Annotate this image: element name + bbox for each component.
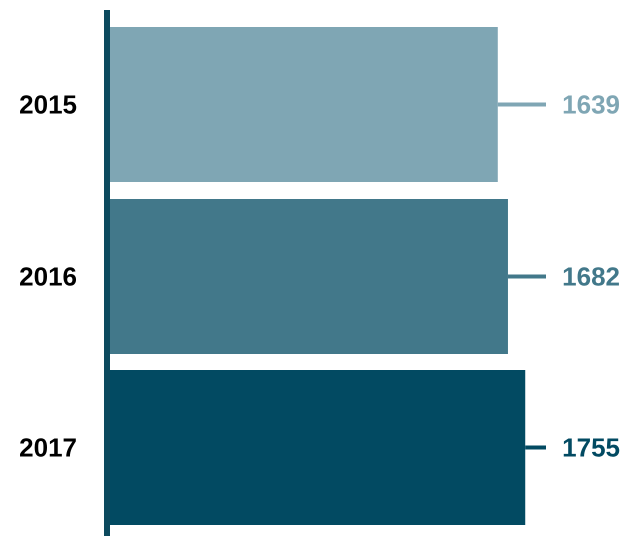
category-label-2017: 2017: [19, 433, 77, 463]
bar-2017: [110, 370, 526, 525]
labels-layer: 1639 2015 1682 2016 1755 2017: [19, 90, 620, 463]
value-label-2015: 1639: [562, 90, 620, 120]
value-label-2016: 1682: [562, 262, 620, 292]
category-label-2015: 2015: [19, 90, 77, 120]
value-label-2017: 1755: [562, 433, 620, 463]
bar-2015: [110, 27, 498, 182]
bars-layer: [110, 27, 546, 525]
bar-2016: [110, 199, 508, 354]
category-label-2016: 2016: [19, 262, 77, 292]
